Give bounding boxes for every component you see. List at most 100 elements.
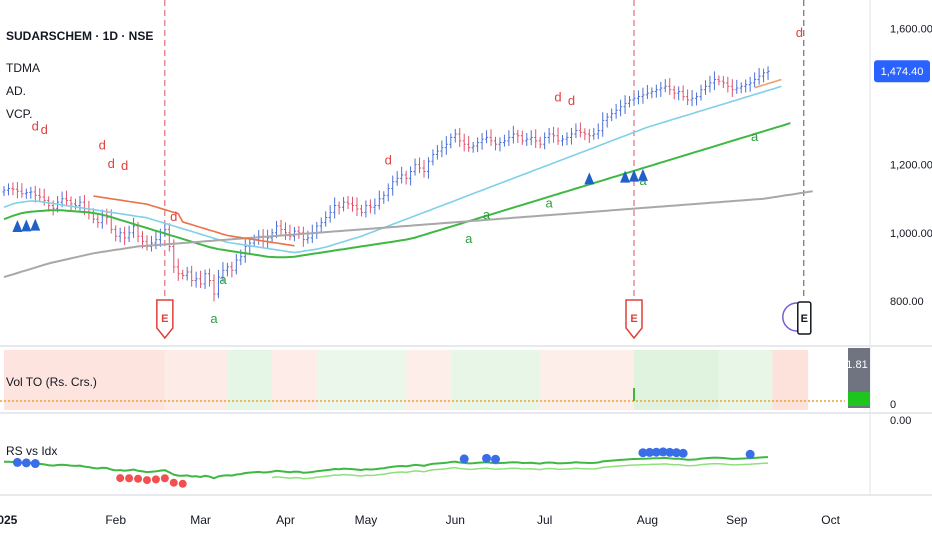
- vol-value-label: 1.81: [846, 359, 867, 371]
- rs-dot-red-30: [134, 474, 143, 483]
- time-label-6: Jul: [537, 513, 552, 527]
- rs-dot-red-38: [169, 478, 178, 487]
- vol-band-10: [772, 350, 809, 410]
- signal-a-0: a: [219, 272, 227, 287]
- vcp-triangle-4: [620, 170, 631, 183]
- vcp-triangle-6: [637, 168, 648, 181]
- time-label-0: 2025: [0, 513, 18, 527]
- signal-a-1: a: [210, 311, 218, 326]
- vol-band-7: [540, 350, 634, 410]
- vol-pane-label[interactable]: Vol TO (Rs. Crs.): [6, 375, 97, 389]
- rs-dot-aug-144.5: [645, 447, 655, 457]
- vcp-triangle-1: [21, 219, 32, 232]
- rs-dot-mid-0: [459, 454, 469, 464]
- signal-a-4: a: [545, 195, 553, 210]
- ma-line-orange-2: [754, 78, 782, 89]
- indicator-tdma-label[interactable]: TDMA: [6, 61, 40, 75]
- ma-line-0: [3, 85, 782, 254]
- rs-dot-aug-146: [651, 447, 661, 457]
- vol-band-2: [227, 350, 273, 410]
- vcp-triangle-3: [584, 172, 595, 185]
- rs-dot-red-26: [116, 474, 125, 483]
- vol-band-1: [164, 350, 228, 410]
- rs-dot-aug-143: [638, 448, 648, 458]
- time-label-5: Jun: [446, 513, 465, 527]
- time-label-1: Feb: [105, 513, 126, 527]
- relative-strength-pane: 0.00: [4, 415, 911, 488]
- rs-dot-red-40: [178, 479, 187, 488]
- vol-current-bar: [848, 392, 870, 406]
- price-tick-2: 1,000.00: [890, 228, 932, 240]
- signal-d-0: d: [32, 119, 39, 134]
- rs-dot-aug-149: [665, 447, 675, 457]
- earnings-marker-1: E: [625, 299, 643, 340]
- rs-dot-red-36: [160, 474, 169, 483]
- rs-dot-start-1: [21, 458, 31, 468]
- symbol-title[interactable]: SUDARSCHEM · 1D · NSE: [6, 29, 153, 43]
- vol-band-4: [316, 350, 407, 410]
- price-axis: 1,600.00 1,200.00 1,000.00 800.00: [890, 23, 932, 308]
- rs-dot-sep: [745, 449, 755, 459]
- rs-dot-aug-147.5: [658, 447, 668, 457]
- time-label-9: Oct: [821, 513, 840, 527]
- time-label-4: May: [355, 513, 378, 527]
- earnings-badge-2: [797, 301, 812, 335]
- time-label-2: Mar: [190, 513, 211, 527]
- signal-d-2: d: [99, 137, 106, 152]
- signal-d-4: d: [121, 158, 128, 173]
- signal-annotations: ddddddddddaaaaaaa: [12, 25, 803, 326]
- signal-d-6: d: [385, 153, 392, 168]
- earnings-badge-0: [156, 299, 174, 340]
- earnings-letter-1: E: [630, 313, 637, 325]
- vol-band-0: [4, 350, 165, 410]
- rs-pane-label[interactable]: RS vs Idx: [6, 444, 57, 458]
- signal-d-9: d: [796, 25, 803, 40]
- ma-line-1: [3, 122, 791, 259]
- earnings-badge-1: [625, 299, 643, 340]
- price-tick-0: 1,600.00: [890, 23, 932, 35]
- volume-turnover-pane: 1.81 0: [0, 348, 896, 411]
- indicator-vcp-label[interactable]: VCP.: [6, 107, 32, 121]
- vcp-triangle-2: [30, 218, 41, 231]
- signal-a-2: a: [465, 231, 473, 246]
- price-tick-3: 800.00: [890, 296, 924, 308]
- vol-band-8: [634, 350, 719, 410]
- current-price-label: 1,474.40: [881, 66, 924, 78]
- current-price-tag: 1,474.40: [874, 60, 930, 83]
- signal-d-3: d: [108, 156, 115, 171]
- rs-dot-red-32: [142, 476, 151, 485]
- candles: [2, 66, 770, 302]
- earnings-marker-2: E: [782, 301, 812, 335]
- signal-a-3: a: [483, 207, 491, 222]
- moving-average-lines: [3, 78, 813, 279]
- vol-band-3: [272, 350, 317, 410]
- signal-a-6: a: [751, 129, 759, 144]
- vcp-triangle-0: [12, 220, 23, 232]
- time-axis: 2025 Feb Mar Apr May Jun Jul Aug Sep Oct: [0, 513, 841, 527]
- rs-dot-red-34: [151, 475, 160, 484]
- indicator-ad-label[interactable]: AD.: [6, 84, 26, 98]
- signal-d-7: d: [554, 90, 561, 105]
- time-label-8: Sep: [726, 513, 748, 527]
- price-pane[interactable]: [0, 0, 870, 345]
- vol-band-9: [718, 350, 773, 410]
- earnings-marker-0: E: [156, 299, 174, 340]
- price-tick-1: 1,200.00: [890, 160, 932, 172]
- rs-dot-aug-152: [678, 448, 688, 458]
- vcp-triangle-5: [629, 169, 639, 182]
- vol-band-6: [450, 350, 541, 410]
- price-axis-area[interactable]: [870, 0, 932, 345]
- rs-dot-aug-150.5: [671, 448, 681, 458]
- time-label-7: Aug: [637, 513, 658, 527]
- ma-line-2: [3, 190, 813, 279]
- rs-ma-line: [271, 462, 769, 480]
- signal-d-1: d: [41, 122, 48, 137]
- rs-dot-mid-1: [482, 453, 492, 463]
- earnings-letter-0: E: [161, 313, 168, 325]
- vol-band-5: [406, 350, 451, 410]
- rs-dot-mid-2: [490, 454, 500, 464]
- ma-line-orange: [93, 195, 295, 247]
- vol-zero-label: 0: [890, 399, 896, 411]
